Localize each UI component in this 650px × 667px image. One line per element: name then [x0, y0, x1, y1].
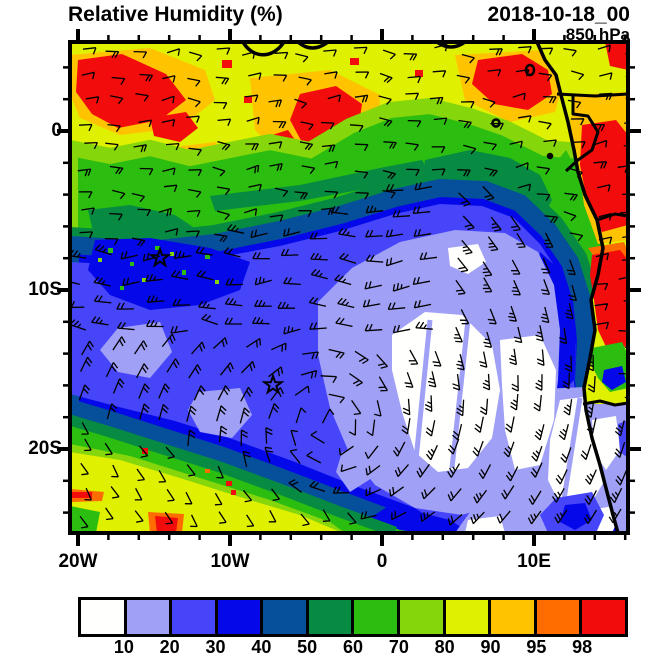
colorbar-tick-label: 50	[297, 637, 318, 657]
x-tick-label: 20W	[58, 551, 98, 572]
colorbar-tick-label: 95	[526, 637, 547, 657]
colorbar-tick-label: 60	[342, 637, 364, 657]
colorbar-cell	[442, 600, 489, 634]
colorbar-tick-label: 70	[388, 637, 409, 657]
north-red-cores	[76, 54, 552, 168]
y-tick-label: 0	[51, 120, 62, 141]
plot-title: Relative Humidity (%)	[68, 3, 283, 26]
colorbar-cell	[81, 600, 124, 634]
ascension-dark-area	[88, 238, 250, 310]
colorbar-tick-label: 90	[480, 637, 501, 657]
x-tick-label: 0	[376, 551, 388, 572]
y-tick-label: 20S	[28, 438, 62, 459]
colorbar-cell	[397, 600, 443, 634]
colorbar	[78, 597, 628, 637]
colorbar-cell	[214, 600, 261, 634]
colorbar-tick-label: 20	[159, 637, 180, 657]
colorbar-cell	[488, 600, 534, 634]
colorbar-cell	[579, 600, 625, 634]
lavender-streaks	[412, 319, 583, 513]
colorbar-cell	[533, 600, 580, 634]
colorbar-cell	[169, 600, 215, 634]
star-marker	[148, 245, 172, 268]
y-tick-label: 10S	[28, 279, 62, 300]
southwest-band	[72, 414, 408, 531]
colorbar-tick-label: 40	[251, 637, 272, 657]
station-star-markers	[148, 245, 285, 395]
colorbar-tick-label: 98	[572, 637, 593, 657]
colorbar-tick-label: 10	[113, 637, 134, 657]
colorbar-cell	[305, 600, 352, 634]
x-tick-label: 10W	[210, 551, 250, 572]
colorbar-tick-label: 30	[205, 637, 226, 657]
valid-datetime: 2018-10-18_00	[487, 3, 630, 26]
pressure-level: 850 hPa	[565, 25, 630, 44]
colorbar-cell	[351, 600, 398, 634]
star-marker	[261, 372, 285, 395]
colorbar-cell	[123, 600, 170, 634]
coastline	[242, 44, 620, 531]
map-frame	[68, 40, 630, 535]
colorbar-tick-label: 80	[434, 637, 455, 657]
rh-field	[72, 44, 626, 531]
country-borders	[556, 92, 626, 407]
wind-barbs	[72, 44, 626, 529]
x-tick-label: 10E	[517, 551, 551, 572]
colorbar-cell	[260, 600, 306, 634]
